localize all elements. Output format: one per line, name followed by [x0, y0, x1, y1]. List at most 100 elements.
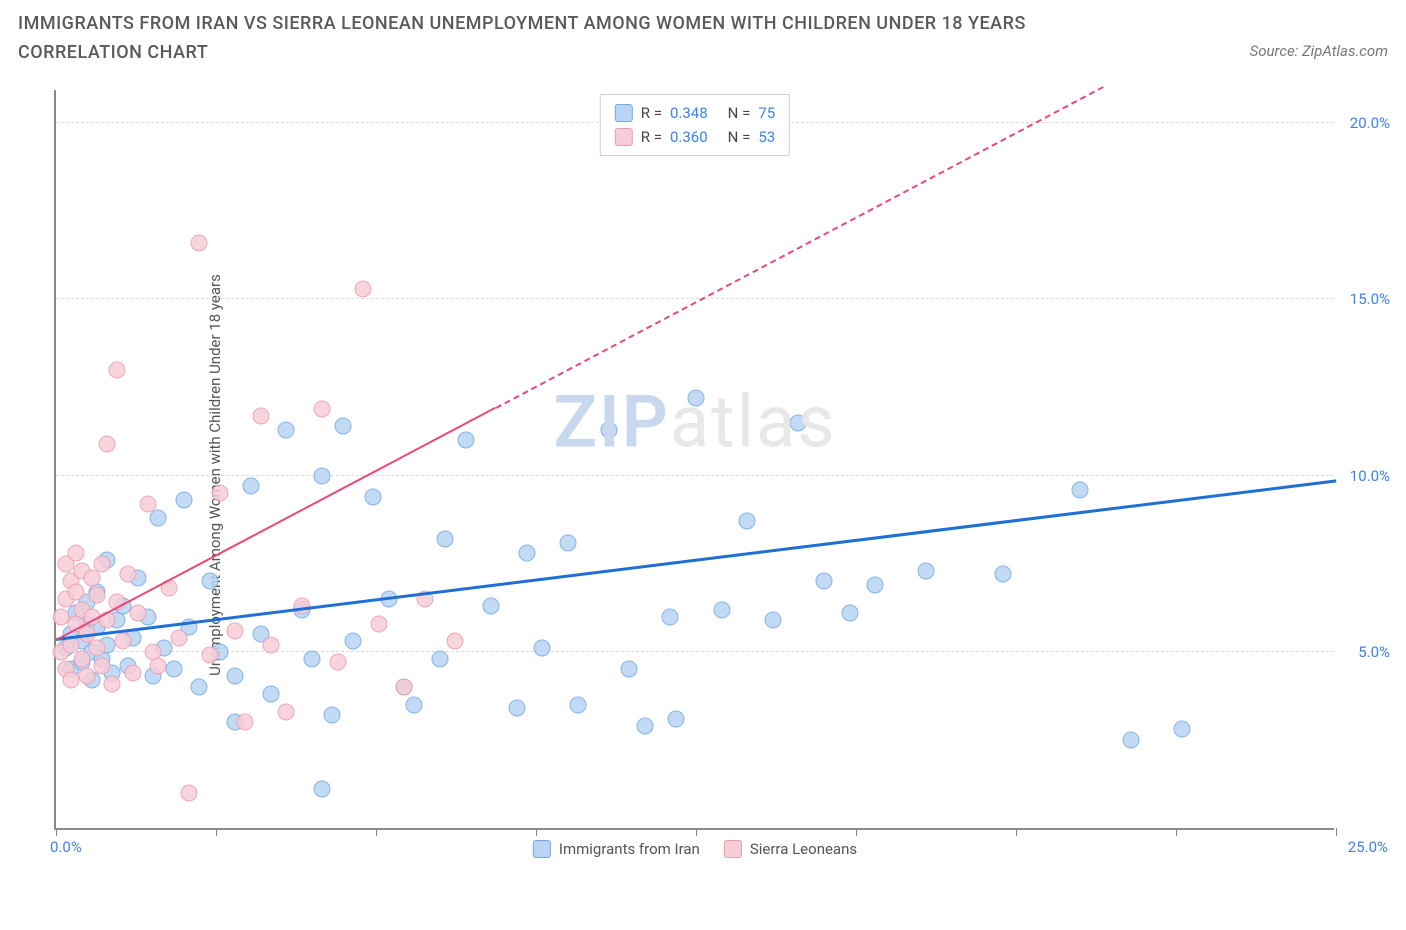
legend-n-value: 75 — [758, 101, 775, 125]
scatter-point-iran — [314, 467, 331, 484]
scatter-point-iran — [365, 488, 382, 505]
legend-series: Immigrants from Iran Sierra Leoneans — [533, 840, 857, 858]
scatter-point-iran — [560, 534, 577, 551]
legend-swatch — [724, 840, 742, 858]
scatter-point-sl — [68, 545, 85, 562]
scatter-point-iran — [165, 661, 182, 678]
legend-n-label: N = — [728, 125, 751, 149]
legend-label: Sierra Leoneans — [750, 840, 857, 858]
scatter-point-sl — [447, 633, 464, 650]
scatter-point-iran — [739, 513, 756, 530]
gridline-h — [56, 651, 1334, 652]
scatter-point-sl — [83, 569, 100, 586]
scatter-point-iran — [764, 612, 781, 629]
trend-line-iran — [56, 480, 1336, 642]
scatter-point-sl — [191, 235, 208, 252]
scatter-point-sl — [201, 647, 218, 664]
x-axis-tick — [1016, 828, 1017, 836]
scatter-point-iran — [344, 633, 361, 650]
chart-title: IMMIGRANTS FROM IRAN VS SIERRA LEONEAN U… — [18, 10, 1118, 68]
scatter-point-iran — [201, 573, 218, 590]
scatter-point-iran — [600, 421, 617, 438]
gridline-h — [56, 298, 1334, 299]
scatter-point-sl — [140, 495, 157, 512]
scatter-point-sl — [370, 615, 387, 632]
scatter-point-sl — [114, 633, 131, 650]
legend-item: Immigrants from Iran — [533, 840, 700, 858]
scatter-point-iran — [304, 650, 321, 667]
x-axis-tick — [696, 828, 697, 836]
scatter-point-iran — [1174, 721, 1191, 738]
scatter-point-iran — [1072, 481, 1089, 498]
scatter-point-iran — [995, 566, 1012, 583]
x-axis-tick — [1176, 828, 1177, 836]
scatter-point-iran — [314, 781, 331, 798]
scatter-point-sl — [129, 605, 146, 622]
scatter-point-iran — [713, 601, 730, 618]
scatter-point-iran — [534, 640, 551, 657]
scatter-point-iran — [263, 686, 280, 703]
scatter-point-sl — [181, 784, 198, 801]
scatter-point-sl — [88, 640, 105, 657]
x-axis-tick — [216, 828, 217, 836]
legend-r-value: 0.360 — [670, 125, 708, 149]
legend-n-label: N = — [728, 101, 751, 125]
legend-swatch — [615, 104, 633, 122]
legend-stats-row-iran: R = 0.348N = 75 — [615, 101, 775, 125]
scatter-point-iran — [432, 650, 449, 667]
scatter-point-iran — [688, 390, 705, 407]
scatter-point-iran — [483, 598, 500, 615]
scatter-point-sl — [78, 668, 95, 685]
scatter-point-sl — [99, 435, 116, 452]
scatter-point-iran — [278, 421, 295, 438]
gridline-h — [56, 475, 1334, 476]
scatter-point-sl — [252, 407, 269, 424]
legend-n-value: 53 — [758, 125, 775, 149]
trend-line-sl — [56, 407, 497, 641]
source-attribution: Source: ZipAtlas.com — [1250, 42, 1388, 60]
scatter-point-sl — [170, 629, 187, 646]
scatter-point-sl — [227, 622, 244, 639]
y-axis-tick-label: 5.0% — [1338, 643, 1390, 661]
scatter-point-iran — [324, 707, 341, 724]
scatter-chart: Unemployment Among Women with Children U… — [54, 90, 1384, 860]
y-axis-tick-label: 10.0% — [1338, 467, 1390, 485]
x-axis-tick — [56, 828, 57, 836]
scatter-point-sl — [329, 654, 346, 671]
scatter-point-sl — [88, 587, 105, 604]
scatter-point-iran — [621, 661, 638, 678]
scatter-point-iran — [176, 492, 193, 509]
scatter-point-iran — [406, 696, 423, 713]
scatter-point-sl — [355, 280, 372, 297]
scatter-point-sl — [124, 664, 141, 681]
scatter-point-sl — [104, 675, 121, 692]
scatter-point-iran — [334, 418, 351, 435]
x-axis-tick — [1336, 828, 1337, 836]
x-axis-tick — [536, 828, 537, 836]
scatter-point-iran — [437, 531, 454, 548]
x-axis-tick — [856, 828, 857, 836]
legend-swatch — [615, 128, 633, 146]
scatter-point-sl — [314, 400, 331, 417]
scatter-point-sl — [211, 485, 228, 502]
legend-stats-row-sl: R = 0.360N = 53 — [615, 125, 775, 149]
x-axis-label-min: 0.0% — [50, 838, 82, 856]
scatter-point-sl — [396, 679, 413, 696]
scatter-point-sl — [278, 703, 295, 720]
scatter-point-iran — [1123, 731, 1140, 748]
scatter-point-sl — [150, 657, 167, 674]
scatter-point-iran — [519, 545, 536, 562]
legend-swatch — [533, 840, 551, 858]
scatter-point-sl — [94, 657, 111, 674]
scatter-point-iran — [816, 573, 833, 590]
scatter-point-sl — [109, 361, 126, 378]
scatter-point-iran — [841, 605, 858, 622]
scatter-point-iran — [790, 414, 807, 431]
scatter-point-iran — [667, 710, 684, 727]
x-axis-tick — [376, 828, 377, 836]
scatter-point-iran — [191, 679, 208, 696]
y-axis-tick-label: 15.0% — [1338, 290, 1390, 308]
scatter-point-sl — [73, 650, 90, 667]
scatter-point-iran — [150, 509, 167, 526]
scatter-point-sl — [63, 672, 80, 689]
